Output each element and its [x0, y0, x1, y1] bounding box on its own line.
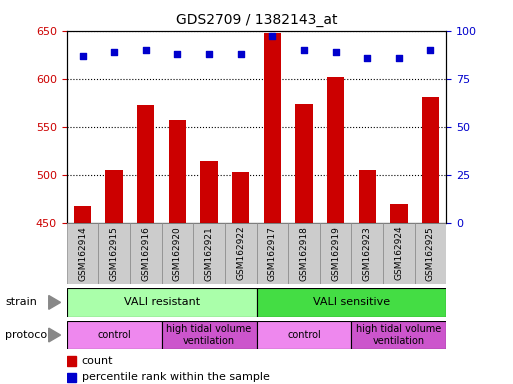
- Text: GSM162925: GSM162925: [426, 226, 435, 281]
- Bar: [162, 321, 256, 349]
- Text: control: control: [287, 330, 321, 340]
- Bar: [351, 321, 446, 349]
- Point: [426, 47, 435, 53]
- Bar: [256, 223, 288, 284]
- Text: GSM162924: GSM162924: [394, 226, 403, 280]
- Text: GSM162915: GSM162915: [110, 226, 119, 281]
- Text: protocol: protocol: [5, 330, 50, 340]
- Bar: [67, 321, 162, 349]
- Bar: [390, 204, 407, 223]
- Bar: [320, 223, 351, 284]
- Text: percentile rank within the sample: percentile rank within the sample: [82, 372, 270, 382]
- Bar: [201, 161, 218, 223]
- Bar: [288, 223, 320, 284]
- Bar: [327, 77, 344, 223]
- Bar: [67, 372, 76, 382]
- Point: [363, 55, 371, 61]
- Text: GSM162921: GSM162921: [205, 226, 213, 281]
- Bar: [422, 97, 439, 223]
- Text: GSM162922: GSM162922: [236, 226, 245, 280]
- Text: GDS2709 / 1382143_at: GDS2709 / 1382143_at: [176, 13, 337, 27]
- Bar: [193, 223, 225, 284]
- Point: [268, 33, 277, 40]
- Text: GSM162923: GSM162923: [363, 226, 372, 281]
- Bar: [98, 223, 130, 284]
- Text: GSM162914: GSM162914: [78, 226, 87, 281]
- Bar: [359, 170, 376, 223]
- Text: GSM162917: GSM162917: [268, 226, 277, 281]
- Bar: [351, 223, 383, 284]
- Text: GSM162916: GSM162916: [141, 226, 150, 281]
- Point: [205, 51, 213, 57]
- Text: strain: strain: [5, 297, 37, 308]
- Bar: [169, 120, 186, 223]
- Bar: [130, 223, 162, 284]
- Bar: [137, 104, 154, 223]
- Bar: [67, 356, 76, 366]
- Bar: [383, 223, 415, 284]
- Point: [394, 55, 403, 61]
- Bar: [295, 104, 312, 223]
- Text: GSM162920: GSM162920: [173, 226, 182, 281]
- Point: [331, 49, 340, 55]
- Bar: [225, 223, 256, 284]
- Text: VALI sensitive: VALI sensitive: [313, 297, 390, 308]
- Bar: [256, 321, 351, 349]
- Bar: [74, 207, 91, 223]
- Point: [236, 51, 245, 57]
- Bar: [162, 223, 193, 284]
- Text: count: count: [82, 356, 113, 366]
- Text: high tidal volume
ventilation: high tidal volume ventilation: [166, 324, 252, 346]
- Text: control: control: [97, 330, 131, 340]
- Point: [300, 47, 308, 53]
- Text: GSM162918: GSM162918: [300, 226, 308, 281]
- Point: [110, 49, 118, 55]
- Point: [173, 51, 182, 57]
- Text: VALI resistant: VALI resistant: [124, 297, 200, 308]
- Bar: [264, 33, 281, 223]
- Bar: [67, 288, 256, 317]
- Point: [142, 47, 150, 53]
- Bar: [415, 223, 446, 284]
- Text: GSM162919: GSM162919: [331, 226, 340, 281]
- Bar: [67, 223, 98, 284]
- Bar: [232, 172, 249, 223]
- Point: [78, 53, 87, 59]
- Bar: [106, 170, 123, 223]
- Bar: [256, 288, 446, 317]
- Text: high tidal volume
ventilation: high tidal volume ventilation: [356, 324, 442, 346]
